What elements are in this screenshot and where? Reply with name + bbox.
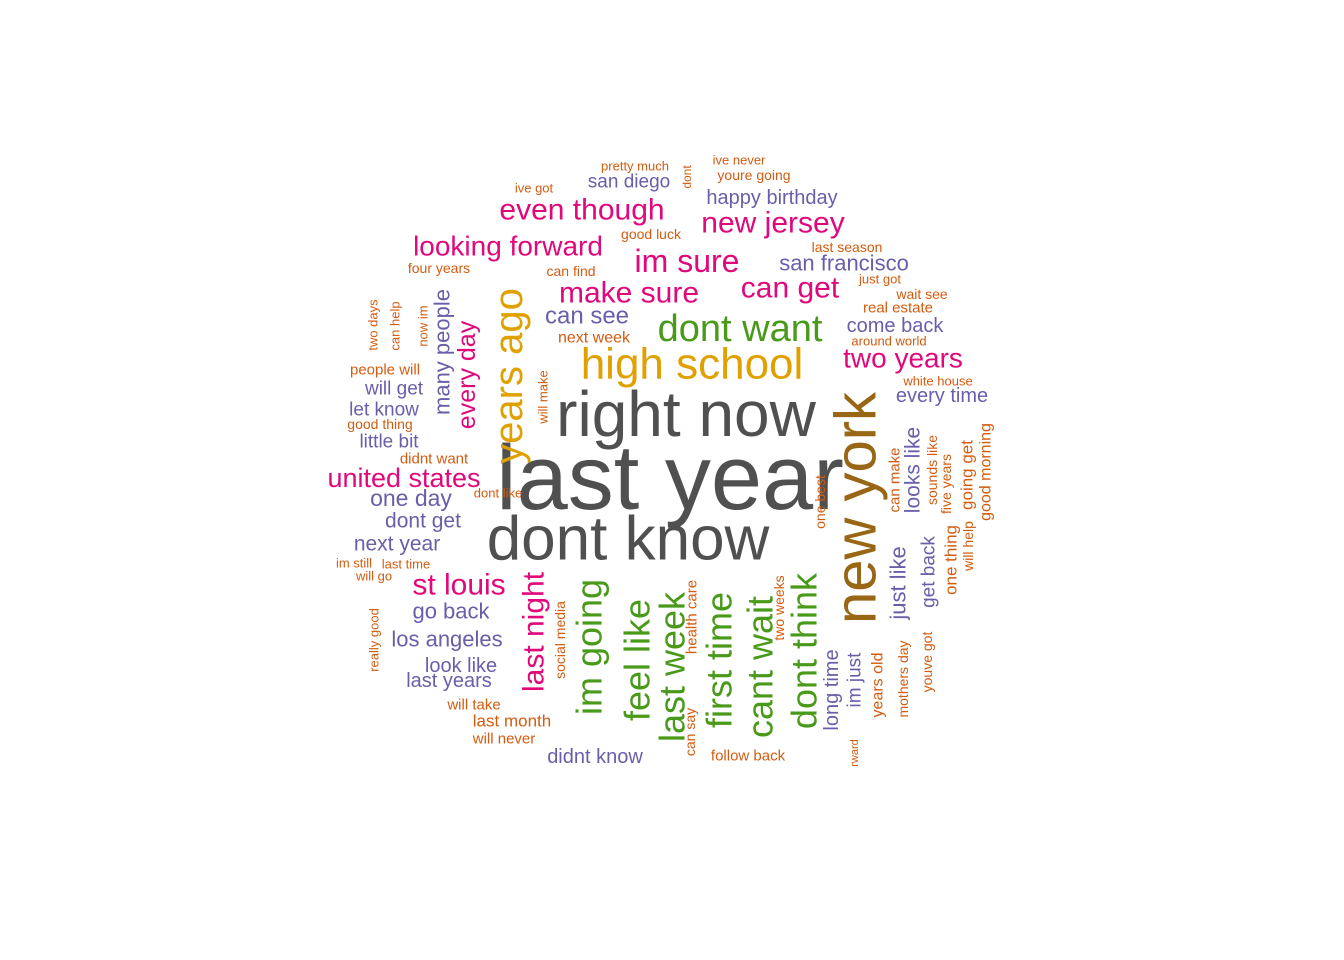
word-just-like: just like bbox=[886, 546, 911, 620]
word-dont-think: dont think bbox=[784, 572, 825, 729]
word-rward: rward bbox=[849, 739, 861, 767]
word-dont-want: dont want bbox=[658, 308, 823, 350]
word-just-got: just got bbox=[858, 272, 901, 287]
word-ive-got: ive got bbox=[515, 181, 554, 196]
word-will-never: will never bbox=[472, 731, 536, 748]
word-health-care: health care bbox=[684, 580, 701, 654]
word-let-know: let know bbox=[349, 400, 419, 421]
word-people-will: people will bbox=[350, 362, 420, 379]
word-can-say: can say bbox=[682, 708, 698, 756]
word-los-angeles: los angeles bbox=[391, 627, 502, 652]
word-cant-wait: cant wait bbox=[740, 596, 781, 738]
word-look-like: look like bbox=[425, 655, 497, 677]
word-will-get: will get bbox=[364, 379, 424, 400]
word-can-see: can see bbox=[545, 303, 629, 330]
word-last-time: last time bbox=[382, 557, 430, 572]
word-looks-like: looks like bbox=[902, 427, 925, 513]
word-go-back: go back bbox=[412, 599, 490, 624]
word-can-find: can find bbox=[546, 263, 595, 279]
word-four-years: four years bbox=[408, 260, 470, 276]
word-make-sure: make sure bbox=[559, 277, 699, 310]
word-will-take: will take bbox=[446, 697, 500, 714]
word-dont-like: dont like bbox=[474, 486, 522, 501]
word-dont: dont bbox=[680, 165, 694, 189]
word-good-thing: good thing bbox=[347, 416, 412, 432]
word-im-still: im still bbox=[336, 556, 372, 571]
word-new-jersey: new jersey bbox=[701, 207, 844, 240]
word-can-make: can make bbox=[887, 447, 904, 512]
word-looking-forward: looking forward bbox=[413, 231, 603, 262]
word-ive-never: ive never bbox=[713, 153, 766, 168]
word-years-ago: years ago bbox=[487, 288, 531, 464]
word-will-go: will go bbox=[355, 569, 392, 584]
word-last-season: last season bbox=[812, 239, 883, 255]
word-last-years: last years bbox=[406, 670, 492, 692]
word-dont-know: dont know bbox=[487, 505, 770, 574]
word-two-weeks: two weeks bbox=[771, 575, 787, 640]
word-follow-back: follow back bbox=[711, 748, 786, 765]
word-st-louis: st louis bbox=[412, 569, 505, 602]
word-wait-see: wait see bbox=[895, 286, 948, 302]
word-im-just: im just bbox=[845, 652, 866, 708]
word-every-day: every day bbox=[453, 320, 481, 429]
word-now-im: now im bbox=[416, 305, 431, 346]
word-youve-got: youve got bbox=[919, 632, 935, 693]
word-two-years: two years bbox=[843, 343, 963, 374]
word-can-help: can help bbox=[388, 301, 403, 350]
word-im-going: im going bbox=[569, 579, 610, 715]
word-didnt-want: didnt want bbox=[400, 451, 469, 468]
word-five-years: five years bbox=[938, 454, 954, 514]
word-get-back: get back bbox=[919, 536, 940, 608]
word-high-school: high school bbox=[581, 340, 804, 389]
word-social-media: social media bbox=[552, 601, 568, 679]
word-can-get: can get bbox=[741, 272, 840, 305]
word-last-year: last year bbox=[496, 427, 844, 529]
word-last-month: last month bbox=[473, 712, 551, 731]
word-one-day: one day bbox=[370, 485, 452, 511]
word-one-best: one best bbox=[812, 475, 828, 529]
word-going-get: going get bbox=[958, 440, 977, 510]
word-one-thing: one thing bbox=[942, 525, 961, 595]
word-good-morning: good morning bbox=[978, 423, 995, 521]
word-youre-going: youre going bbox=[717, 167, 790, 183]
word-last-week: last week bbox=[652, 591, 693, 742]
word-first-time: first time bbox=[699, 592, 740, 728]
word-mothers-day: mothers day bbox=[895, 640, 911, 717]
word-san-francisco: san francisco bbox=[779, 251, 909, 276]
word-little-bit: little bit bbox=[359, 432, 419, 453]
word-happy-birthday: happy birthday bbox=[706, 187, 837, 209]
word-san-diego: san diego bbox=[588, 172, 670, 193]
word-will-help: will help bbox=[960, 521, 976, 572]
word-white-house: white house bbox=[902, 374, 972, 389]
word-real-estate: real estate bbox=[863, 300, 933, 317]
word-will-make: will make bbox=[536, 370, 551, 424]
word-dont-get: dont get bbox=[385, 510, 461, 533]
word-many-people: many people bbox=[430, 289, 455, 415]
word-long-time: long time bbox=[821, 649, 843, 730]
word-years-old: years old bbox=[870, 653, 887, 718]
word-united-states: united states bbox=[327, 463, 480, 493]
word-feel-like: feel like bbox=[617, 599, 658, 721]
word-didnt-know: didnt know bbox=[547, 746, 643, 768]
word-last-night: last night bbox=[518, 571, 551, 692]
word-good-luck: good luck bbox=[621, 226, 682, 242]
word-pretty-much: pretty much bbox=[601, 159, 669, 174]
word-right-now: right now bbox=[556, 378, 816, 450]
word-next-week: next week bbox=[558, 330, 631, 347]
word-really-good: really good bbox=[367, 608, 382, 672]
word-come-back: come back bbox=[847, 315, 945, 337]
word-around-world: around world bbox=[851, 334, 926, 349]
word-two-days: two days bbox=[366, 299, 381, 351]
word-sounds-like: sounds like bbox=[924, 435, 940, 505]
word-next-year: next year bbox=[354, 533, 440, 556]
word-even-though: even though bbox=[499, 194, 664, 227]
word-every-time: every time bbox=[896, 385, 988, 407]
word-new-york: new york bbox=[824, 391, 889, 624]
word-im-sure: im sure bbox=[635, 243, 740, 279]
